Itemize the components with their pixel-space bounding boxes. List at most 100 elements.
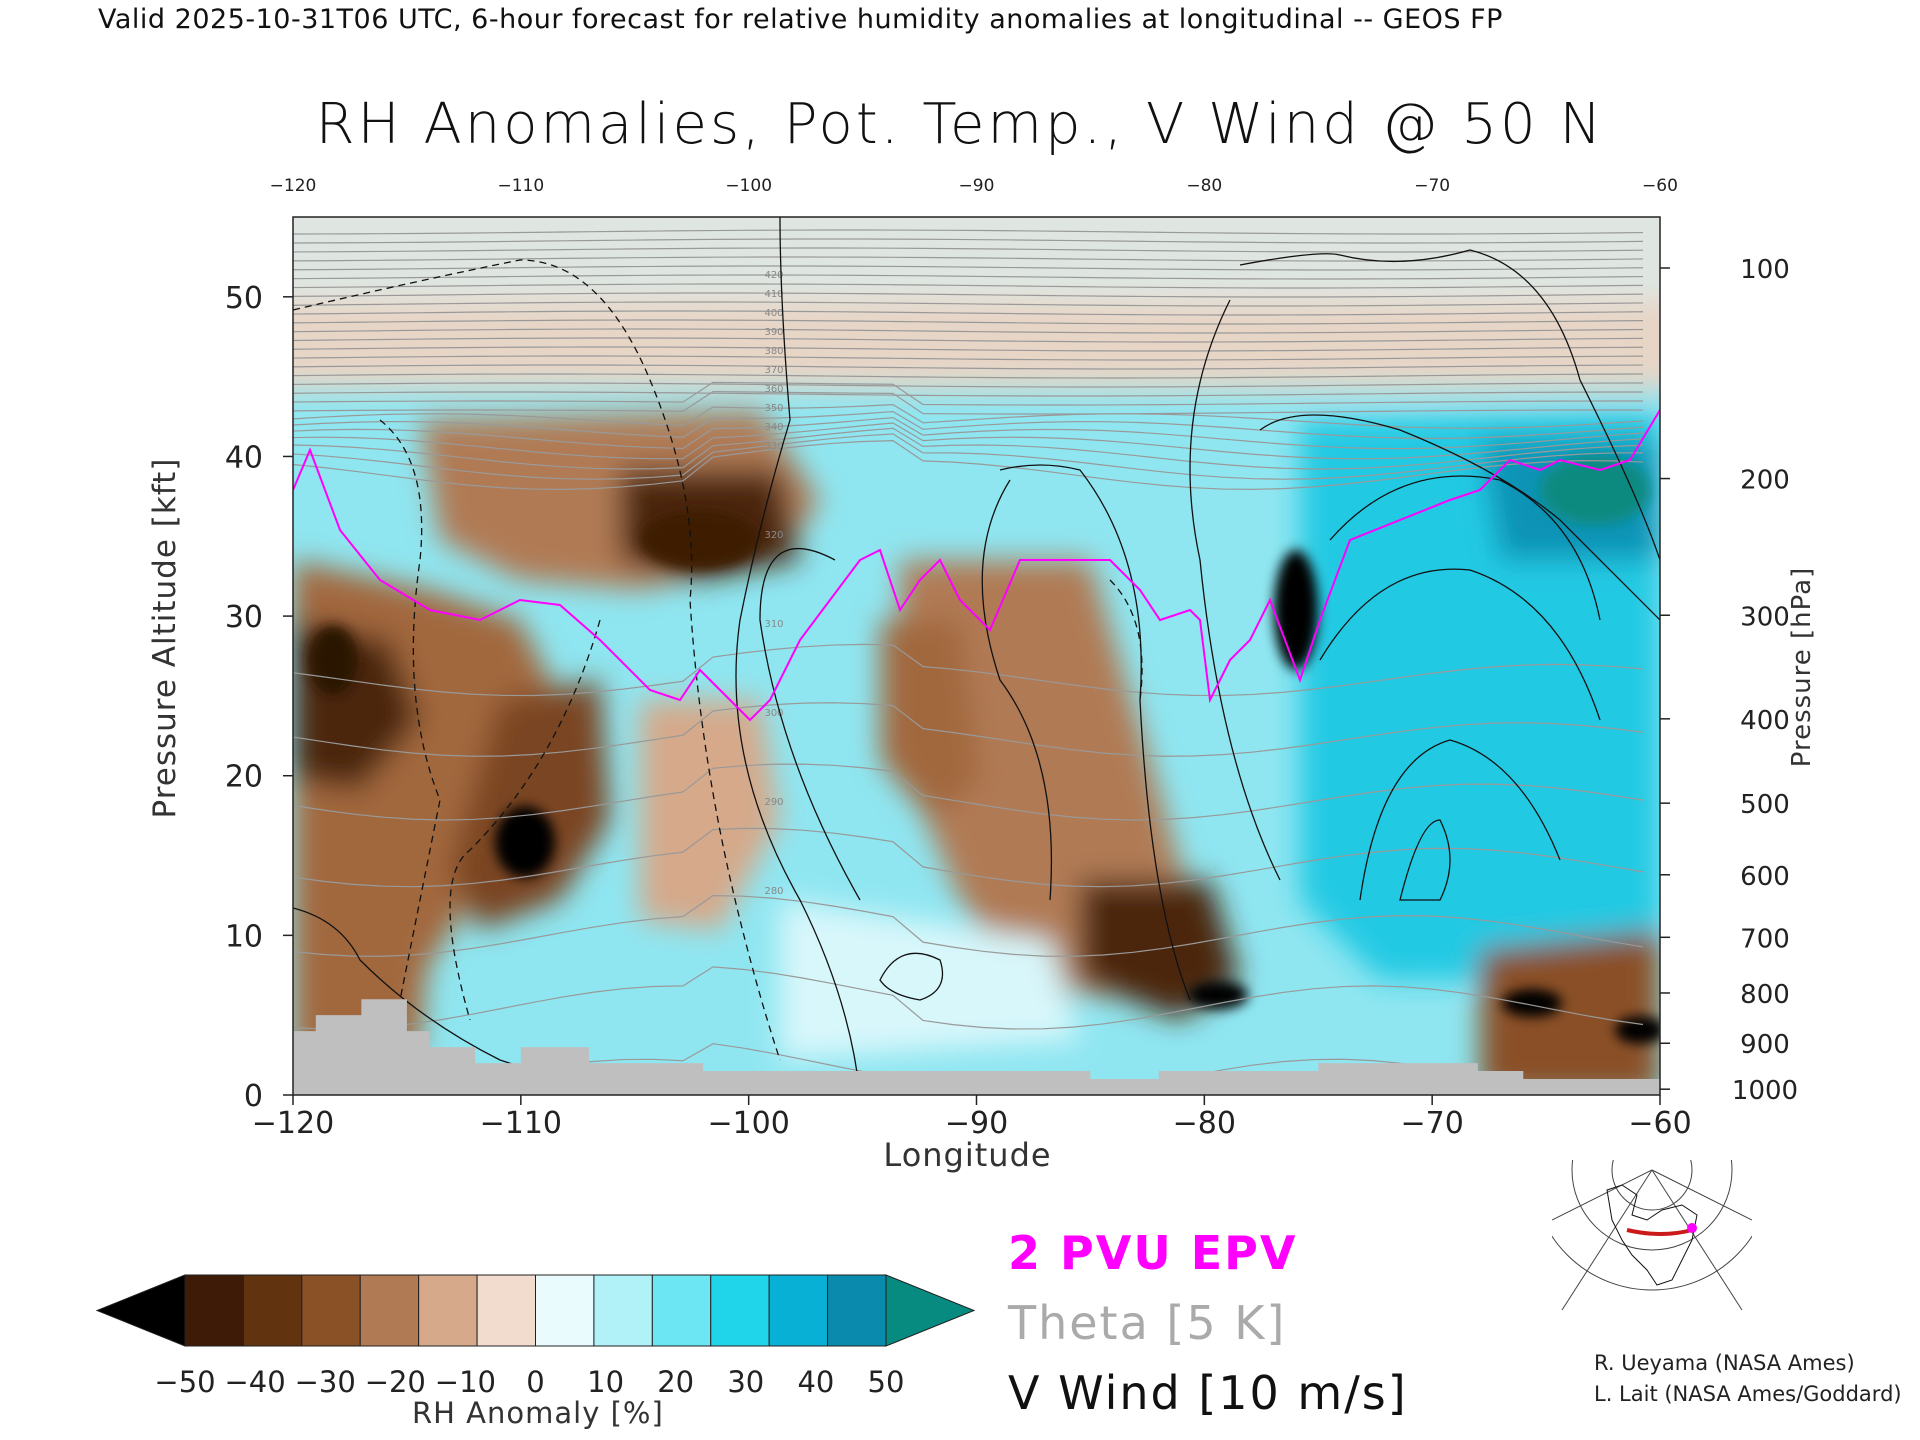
theta-contour: [293, 702, 1644, 757]
x-tick-label: −100: [707, 1106, 789, 1141]
colorbar-band: [418, 1274, 478, 1347]
theta-contour: [293, 404, 1644, 429]
theta-contour: [293, 440, 1644, 490]
theta-label: 420: [764, 270, 783, 281]
x-top-tick-label: −100: [725, 176, 772, 196]
theta-contour: [293, 283, 1644, 289]
theta-contour: [293, 328, 1644, 334]
pressure-tick-label: 900: [1740, 1030, 1790, 1060]
colorbar-high-arrow: [885, 1274, 976, 1347]
colorbar-tick-label: 10: [587, 1365, 624, 1399]
colorbar-tick-label: −20: [365, 1365, 426, 1399]
theta-contour: [293, 274, 1644, 280]
theta-label: 320: [764, 530, 783, 541]
theta-label: 280: [764, 886, 783, 897]
x-top-tick-label: −110: [497, 176, 544, 196]
header-text: Valid 2025-10-31T06 UTC, 6-hour forecast…: [98, 4, 1503, 35]
colorbar-label: RH Anomaly [%]: [412, 1396, 664, 1430]
pressure-tick-label: 200: [1740, 466, 1790, 496]
axes: −120 −110 −100 −90 −80 −70 −60 −120 −110 −100 −90 −…: [225, 176, 1798, 1141]
colorbar-tick-label: −30: [295, 1365, 356, 1399]
theta-contour: [293, 763, 1644, 821]
theta-label: 350: [764, 403, 783, 414]
theta-contour: [293, 391, 1644, 397]
theta-contour: [293, 416, 1644, 450]
colorbar-tick-label: 0: [526, 1365, 544, 1399]
colorbar-tick-label: 40: [797, 1365, 834, 1399]
y-tick-label: 10: [225, 919, 263, 954]
theta-label: 330: [764, 441, 783, 452]
colorbar-band: [593, 1274, 653, 1347]
legend-wind: V Wind [10 m/s]: [1008, 1366, 1408, 1420]
x-top-tick-label: −70: [1414, 176, 1450, 196]
colorbar-band: [768, 1274, 829, 1347]
theta-contour: [293, 319, 1644, 325]
y-tick-label: 30: [225, 600, 263, 635]
theta-contours: 420 410 400 390 380 370 360 350 340 330 320 310 300 2…: [293, 229, 1644, 1095]
theta-contour: [293, 229, 1644, 235]
theta-label: 340: [764, 422, 783, 433]
x-top-tick-label: −90: [959, 176, 995, 196]
colorbar-tick-label: 50: [868, 1365, 905, 1399]
theta-label: 400: [764, 308, 783, 319]
theta-label: 380: [764, 346, 783, 357]
y-tick-label: 0: [244, 1079, 263, 1114]
x-tick-label: −80: [1173, 1106, 1236, 1141]
credit-1: R. Ueyama (NASA Ames): [1594, 1351, 1855, 1375]
colorbar-tick-label: 30: [727, 1365, 764, 1399]
locator-map: [1552, 1160, 1752, 1311]
theta-contour: [293, 292, 1644, 298]
colorbar-band: [242, 1274, 303, 1347]
theta-label: 410: [764, 289, 783, 300]
theta-contour: [293, 247, 1644, 253]
colorbar-tick-label: −50: [154, 1365, 215, 1399]
colorbar-band: [359, 1274, 420, 1347]
y-axis-label-right: Pressure [hPa]: [1787, 566, 1817, 768]
x-tick-label: −70: [1401, 1106, 1464, 1141]
theta-contour: [293, 427, 1644, 470]
x-tick-label: −120: [252, 1106, 334, 1141]
x-top-tick-label: −60: [1642, 176, 1678, 196]
theta-contour: [293, 433, 1644, 480]
pressure-tick-label: 500: [1740, 790, 1790, 820]
legend-theta: Theta [5 K]: [1008, 1296, 1287, 1350]
theta-contour: [293, 643, 1644, 697]
theta-contour: [293, 301, 1644, 307]
theta-contour: [293, 966, 1644, 1030]
theta-contour: [293, 337, 1644, 343]
pressure-tick-label: 1000: [1732, 1076, 1798, 1106]
x-axis-label: Longitude: [883, 1136, 1052, 1174]
theta-contour: [293, 265, 1644, 271]
theta-contour: [293, 381, 1644, 406]
wind-contours: [293, 217, 1660, 1095]
x-tick-label: −90: [945, 1106, 1008, 1141]
theta-label: 300: [764, 708, 783, 719]
pressure-tick-label: 800: [1740, 980, 1790, 1010]
x-top-tick-label: −120: [270, 176, 317, 196]
theta-contour: [293, 310, 1644, 316]
colorbar-tick-label: 20: [657, 1365, 694, 1399]
x-top-tick-label: −80: [1186, 176, 1222, 196]
x-tick-label: −60: [1628, 1106, 1691, 1141]
pressure-tick-label: 600: [1740, 862, 1790, 892]
theta-contour: [293, 382, 1644, 388]
credit-2: L. Lait (NASA Ames/Goddard): [1594, 1382, 1902, 1406]
colorbar: −50 −40 −30 −20 −10 0 10 20 30 40 50: [95, 1274, 976, 1399]
theta-label: 290: [764, 797, 783, 808]
theta-label: 360: [764, 384, 783, 395]
theta-label: 390: [764, 327, 783, 338]
y-tick-label: 50: [225, 281, 263, 316]
theta-contour: [293, 364, 1644, 370]
theta-label: 310: [764, 619, 783, 630]
chart-title: RH Anomalies, Pot. Temp., V Wind @ 50 N: [315, 92, 1605, 157]
legend-epv: 2 PVU EPV: [1008, 1226, 1298, 1280]
theta-contour: [293, 256, 1644, 262]
colorbar-band: [301, 1274, 361, 1347]
x-tick-label: −110: [480, 1106, 562, 1141]
theta-contour: [293, 422, 1644, 460]
rh-anomaly-field: [293, 217, 1660, 1095]
epv-line: [293, 409, 1660, 722]
colorbar-band: [476, 1274, 537, 1347]
pressure-tick-label: 100: [1740, 255, 1790, 285]
theta-label: 370: [764, 365, 783, 376]
